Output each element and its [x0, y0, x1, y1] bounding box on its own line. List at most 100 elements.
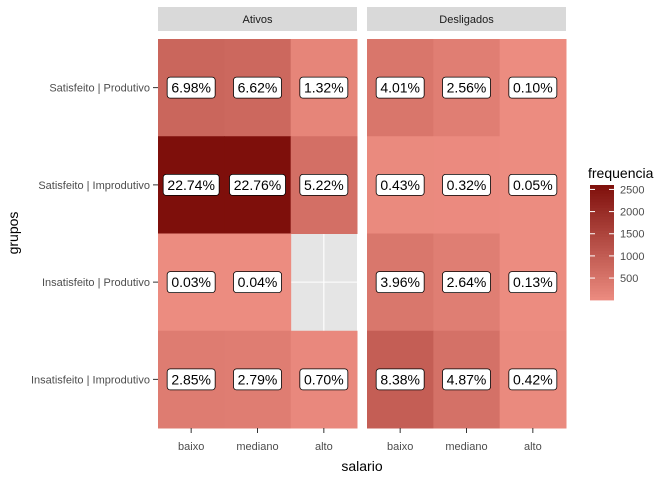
data-label-text: 3.96%: [380, 274, 420, 290]
data-label-box: [508, 271, 558, 294]
data-label-text: 2.64%: [447, 274, 487, 290]
data-label: 0.42%: [508, 368, 558, 391]
x-tick-label: mediano: [236, 441, 278, 453]
data-label-text: 5.22%: [304, 177, 344, 193]
data-label: 4.01%: [375, 76, 425, 99]
legend-colorbar-segment: [590, 259, 614, 264]
data-label-text: 4.01%: [380, 80, 420, 96]
y-axis: Satisfeito | Produtivo Satisfeito | Impro…: [31, 83, 158, 386]
x-tick-label: alto: [524, 441, 542, 453]
data-label-box: [299, 173, 349, 196]
facet-strip: [158, 7, 357, 31]
legend-title: frequencia: [588, 165, 654, 181]
facet-strip: [367, 7, 566, 31]
legend-tick-label: 2000: [620, 207, 644, 219]
data-label-text: 6.98%: [171, 80, 211, 96]
y-tick-label: Insatisfeito | Produtivo: [42, 277, 150, 289]
data-label-box: [233, 368, 282, 391]
legend-colorbar-segment: [590, 231, 614, 235]
legend-colorbar-segment: [590, 233, 614, 238]
data-label: 3.96%: [375, 271, 425, 294]
data-label-text: 2.85%: [171, 371, 211, 387]
legend-colorbar-segment: [590, 256, 614, 261]
data-label-text: 0.13%: [513, 274, 553, 290]
data-label-text: 0.70%: [304, 371, 344, 387]
data-label-text: 0.03%: [171, 274, 211, 290]
legend-colorbar-segment: [590, 262, 614, 266]
data-label-box: [162, 173, 220, 196]
legend-colorbar-segment: [590, 279, 614, 284]
legend-colorbar-segment: [590, 190, 614, 195]
data-label-box: [508, 173, 558, 196]
y-axis-title: grupos: [5, 212, 21, 255]
x-axis-title: salario: [341, 458, 382, 474]
data-label: 2.85%: [166, 368, 216, 391]
data-label: 22.74%: [162, 173, 220, 196]
facet-panel: Ativos 6.98% 6.62% 1.32% 22.74% 22.76% 5.22% 0.…: [158, 7, 358, 429]
legend-colorbar-segment: [590, 208, 614, 212]
legend-colorbar-segment: [590, 222, 614, 226]
data-label: 0.43%: [375, 173, 425, 196]
data-label: 2.64%: [442, 271, 491, 294]
data-label: 4.87%: [442, 368, 491, 391]
data-label-box: [299, 368, 349, 391]
data-label: 0.10%: [508, 76, 558, 99]
data-label: 0.70%: [299, 368, 349, 391]
facet-panel: Desligados 4.01% 2.56% 0.10% 0.43% 0.32% 0.05%…: [367, 7, 567, 429]
data-label-text: 2.56%: [447, 80, 487, 96]
legend-colorbar-segment: [590, 291, 614, 295]
legend-colorbar-segment: [590, 285, 614, 289]
data-label-text: 4.87%: [447, 371, 487, 387]
legend-colorbar-segment: [590, 202, 614, 206]
data-label: 0.05%: [508, 173, 558, 196]
data-label-box: [375, 271, 425, 294]
data-label: 1.32%: [299, 76, 349, 99]
legend-colorbar-segment: [590, 254, 614, 258]
data-label-box: [442, 368, 491, 391]
data-label-box: [375, 368, 425, 391]
legend-colorbar-segment: [590, 294, 614, 298]
color-legend: frequencia 2500 2000 1500 1000 500: [588, 165, 654, 301]
x-axis: baixo mediano alto baixo mediano alto: [178, 428, 542, 453]
data-label-text: 1.32%: [304, 80, 344, 96]
legend-colorbar-segment: [590, 213, 614, 218]
legend-colorbar-segment: [590, 185, 614, 189]
data-label-text: 0.32%: [447, 177, 487, 193]
data-label-box: [299, 76, 349, 99]
data-label: 0.03%: [166, 271, 216, 294]
y-tick-label: Satisfeito | Produtivo: [49, 83, 150, 95]
data-label-box: [442, 173, 491, 196]
legend-colorbar-segment: [590, 245, 614, 249]
data-label-text: 2.79%: [238, 371, 278, 387]
legend-tick-label: 1000: [620, 251, 644, 263]
legend-colorbar-segment: [590, 216, 614, 220]
data-label: 6.62%: [233, 76, 282, 99]
data-label-box: [442, 76, 491, 99]
facet-strip-label: Desligados: [439, 14, 494, 26]
legend-colorbar-segment: [590, 288, 614, 292]
data-label-box: [233, 76, 282, 99]
data-label-text: 6.62%: [238, 80, 278, 96]
legend-colorbar-segment: [590, 219, 614, 223]
data-label-text: 22.74%: [167, 177, 214, 193]
legend-colorbar-segment: [590, 297, 614, 301]
legend-colorbar-segment: [590, 271, 614, 275]
data-label: 0.32%: [442, 173, 491, 196]
data-label-box: [166, 271, 216, 294]
data-label-box: [233, 271, 282, 294]
legend-colorbar-segment: [590, 236, 614, 241]
facet-panels: Ativos 6.98% 6.62% 1.32% 22.74% 22.76% 5.22% 0.…: [158, 7, 567, 429]
legend-tick-label: 500: [620, 273, 638, 285]
data-label: 0.04%: [233, 271, 282, 294]
data-label-text: 0.05%: [513, 177, 553, 193]
legend-colorbar-segment: [590, 205, 614, 209]
legend-colorbar-segment: [590, 277, 614, 281]
data-label-text: 0.43%: [380, 177, 420, 193]
legend-colorbar-segment: [590, 210, 614, 215]
data-label-box: [166, 76, 216, 99]
data-label-box: [229, 173, 286, 196]
legend-colorbar-segment: [590, 282, 614, 287]
data-label-box: [442, 271, 491, 294]
data-label-text: 8.38%: [380, 371, 420, 387]
